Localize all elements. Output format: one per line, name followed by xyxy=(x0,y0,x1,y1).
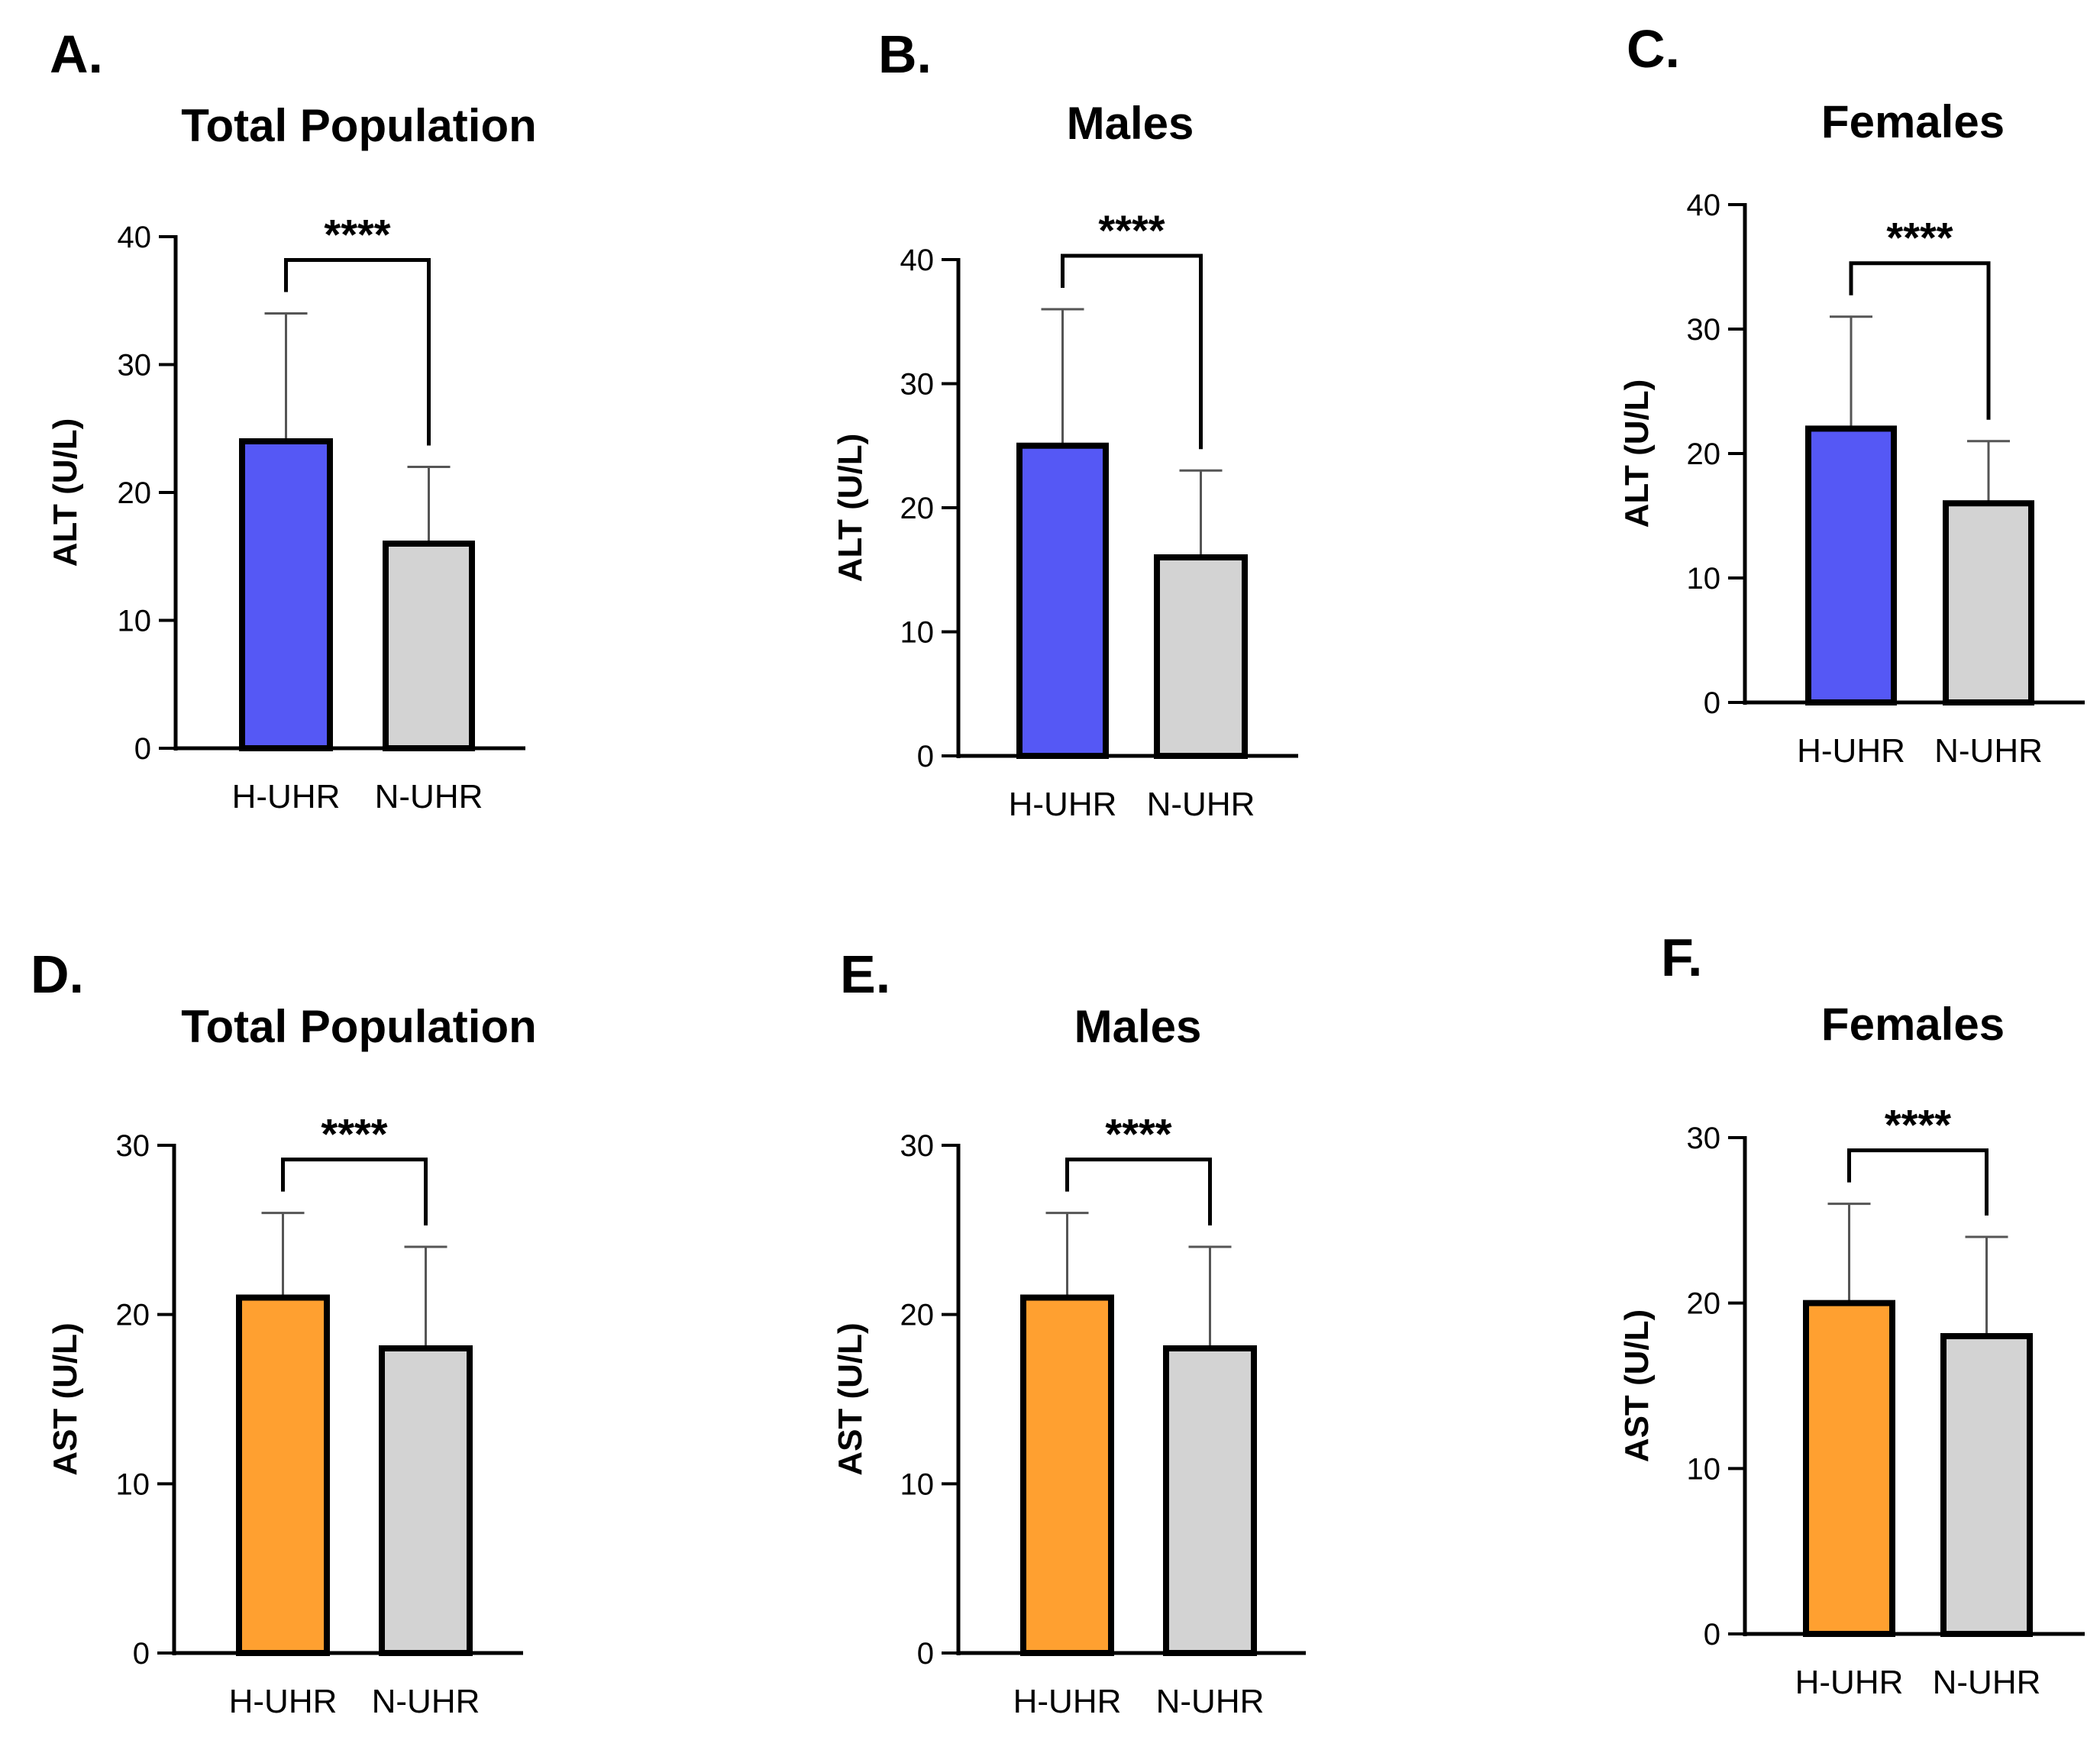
panel-4-ytick-label: 0 xyxy=(133,1637,150,1671)
panel-6-bar-n-uhr xyxy=(1940,1333,2033,1637)
panel-1-bar-h-uhr xyxy=(239,438,333,751)
panel-2-ylabel: ALT (U/L) xyxy=(832,434,869,583)
panel-4-xlabel-n-uhr: N-UHR xyxy=(372,1683,480,1720)
panel-6-significance-label: **** xyxy=(1885,1101,1951,1149)
panel-2-ytick-label: 10 xyxy=(900,616,935,650)
panel-2-significance-label: **** xyxy=(1098,206,1165,254)
panel-6-title: Females xyxy=(1821,999,2005,1050)
panel-3-significance-bracket xyxy=(1849,261,1991,420)
panel-3-ytick-label: 30 xyxy=(1687,313,1721,347)
panel-2-bar-h-uhr xyxy=(1016,442,1109,759)
panel-5-bar-h-uhr xyxy=(1020,1294,1114,1656)
panel-1-bar-n-uhr xyxy=(383,541,475,751)
panel-5-bar-n-uhr xyxy=(1163,1345,1257,1656)
panel-1-title: Total Population xyxy=(181,100,537,151)
panel-1-xlabel-h-uhr: H-UHR xyxy=(232,778,341,815)
panel-2-xlabel-n-uhr: N-UHR xyxy=(1147,786,1255,823)
panel-5-xlabel-h-uhr: H-UHR xyxy=(1013,1683,1122,1720)
panel-1-significance-bracket xyxy=(284,258,431,446)
panel-3-letter: C. xyxy=(1627,19,1680,79)
panel-5-ytick-label: 10 xyxy=(900,1467,935,1501)
panel-6-letter: F. xyxy=(1661,928,1702,987)
panel-4-xlabel-h-uhr: H-UHR xyxy=(229,1683,338,1720)
panel-5-significance-label: **** xyxy=(1105,1110,1171,1158)
panel-6-ytick-label: 0 xyxy=(1704,1618,1720,1651)
panel-4-ytick-label: 20 xyxy=(116,1299,150,1332)
panel-5-significance-bracket xyxy=(1065,1157,1212,1225)
panel-6-significance-bracket xyxy=(1847,1148,1989,1216)
panel-2-ytick-label: 40 xyxy=(900,244,935,277)
panel-4-significance-bracket xyxy=(281,1157,428,1225)
panel-3-significance-label: **** xyxy=(1886,214,1953,262)
panel-5-title: Males xyxy=(1074,1001,1202,1052)
panel-1-ytick-label: 20 xyxy=(118,476,152,510)
panel-2-bar-n-uhr xyxy=(1154,554,1248,759)
panel-3-ylabel: ALT (U/L) xyxy=(1618,379,1656,528)
panel-2-ytick-label: 30 xyxy=(900,368,935,402)
panel-4-letter: D. xyxy=(31,944,84,1004)
panel-1-ytick-label: 10 xyxy=(118,605,152,638)
panel-6-ytick-label: 10 xyxy=(1687,1452,1721,1486)
panel-3-xlabel-h-uhr: H-UHR xyxy=(1797,732,1905,770)
panel-6-xlabel-n-uhr: N-UHR xyxy=(1933,1664,2041,1701)
panel-2-significance-bracket xyxy=(1061,253,1203,450)
panel-2-title: Males xyxy=(1067,98,1194,149)
panel-4-ytick-label: 10 xyxy=(116,1467,150,1501)
panel-4-bar-n-uhr xyxy=(379,1345,473,1656)
panel-2-xlabel-h-uhr: H-UHR xyxy=(1009,786,1117,823)
panel-3-xlabel-n-uhr: N-UHR xyxy=(1934,732,2043,770)
panel-3-bar-n-uhr xyxy=(1943,500,2034,705)
panel-2-letter: B. xyxy=(878,24,932,84)
panel-5-ytick-label: 30 xyxy=(900,1129,935,1163)
panel-6-xlabel-h-uhr: H-UHR xyxy=(1795,1664,1904,1701)
panel-1-xlabel-n-uhr: N-UHR xyxy=(375,778,483,815)
panel-6-ytick-label: 30 xyxy=(1687,1122,1721,1155)
panel-5-ylabel: AST (U/L) xyxy=(832,1322,869,1475)
panel-5-ytick-label: 0 xyxy=(917,1637,934,1671)
panel-5-xlabel-n-uhr: N-UHR xyxy=(1156,1683,1265,1720)
panel-6-ytick-label: 20 xyxy=(1687,1287,1721,1321)
panel-6-ylabel: AST (U/L) xyxy=(1618,1309,1656,1462)
panel-3-ytick-label: 0 xyxy=(1704,686,1720,720)
panel-1-letter: A. xyxy=(50,24,103,84)
panel-3-title: Females xyxy=(1821,96,2005,147)
panel-2-ytick-label: 20 xyxy=(900,492,935,525)
panel-1-ylabel: ALT (U/L) xyxy=(47,418,84,567)
panel-4-bar-h-uhr xyxy=(236,1294,330,1656)
panel-1-ytick-label: 0 xyxy=(134,732,151,766)
panel-4-significance-label: **** xyxy=(321,1110,387,1158)
panel-6-bar-h-uhr xyxy=(1803,1300,1895,1637)
panel-2-ytick-label: 0 xyxy=(917,740,934,773)
panel-4-ylabel: AST (U/L) xyxy=(47,1322,84,1475)
panel-1-ytick-label: 40 xyxy=(118,221,152,254)
panel-3-ytick-label: 10 xyxy=(1687,562,1721,596)
panel-1-ytick-label: 30 xyxy=(118,349,152,383)
panel-5-ytick-label: 20 xyxy=(900,1299,935,1332)
panel-5-letter: E. xyxy=(840,944,890,1004)
panel-4-ytick-label: 30 xyxy=(116,1129,150,1163)
panel-1-significance-label: **** xyxy=(324,211,390,259)
panel-3-ytick-label: 40 xyxy=(1687,189,1721,222)
panel-3-bar-h-uhr xyxy=(1805,425,1897,706)
panel-4-title: Total Population xyxy=(181,1001,537,1052)
panel-3-ytick-label: 20 xyxy=(1687,437,1721,471)
